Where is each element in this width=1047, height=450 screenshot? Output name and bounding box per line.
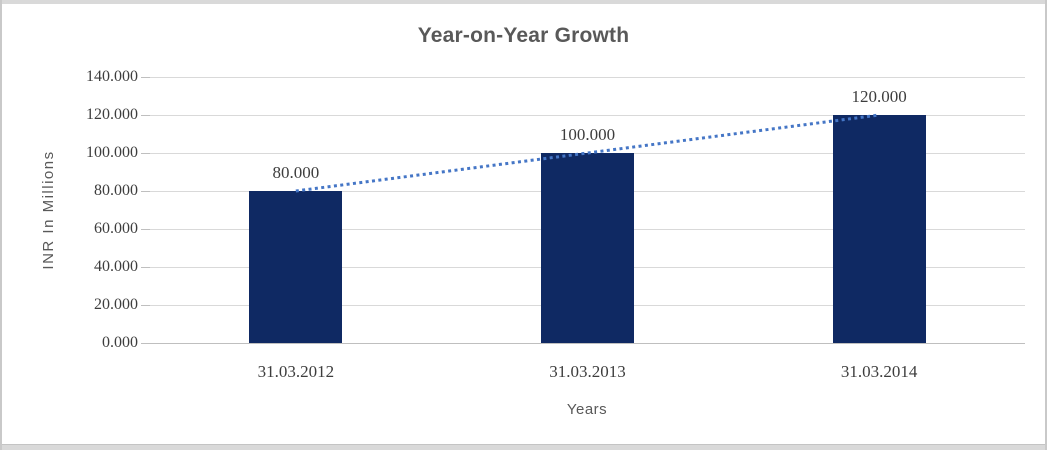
trendline	[295, 113, 880, 193]
y-tick-label: 60.000	[94, 220, 138, 237]
trendline-path	[295, 113, 880, 193]
y-axis-tick	[141, 266, 150, 268]
bar	[249, 191, 343, 343]
bar	[832, 115, 926, 343]
bottom-border-band	[2, 444, 1045, 450]
plot-area: 80.000 100.000 120.000	[141, 76, 1025, 344]
y-tick-label: 0.000	[102, 334, 138, 351]
y-tick-label: 80.000	[94, 182, 138, 199]
bar-data-label: 120.000	[851, 87, 907, 106]
y-tick-label: 20.000	[94, 296, 138, 313]
x-axis-title: Years	[566, 401, 608, 418]
bar-data-label: 80.000	[272, 163, 320, 182]
y-axis-tick	[141, 228, 150, 230]
bar	[541, 153, 634, 343]
x-tick-label: 31.03.2014	[840, 362, 918, 381]
y-tick-label: 100.000	[86, 144, 138, 161]
gridline	[150, 76, 1025, 78]
y-axis-tick	[141, 304, 150, 306]
y-axis-tick	[141, 342, 150, 344]
y-tick-label: 40.000	[94, 258, 138, 275]
y-tick-label: 120.000	[86, 106, 138, 123]
top-border-band	[2, 0, 1045, 4]
y-axis-tick	[141, 190, 150, 192]
x-tick-label: 31.03.2012	[257, 362, 335, 381]
chart-title: Year-on-Year Growth	[417, 24, 630, 47]
y-axis-tick	[141, 114, 150, 116]
gridline	[150, 114, 1025, 116]
y-axis-tick	[141, 152, 150, 154]
bar-data-label: 100.000	[559, 125, 616, 144]
y-tick-label: 140.000	[86, 68, 138, 85]
y-axis-tick	[141, 76, 150, 78]
x-tick-label: 31.03.2013	[549, 362, 626, 381]
